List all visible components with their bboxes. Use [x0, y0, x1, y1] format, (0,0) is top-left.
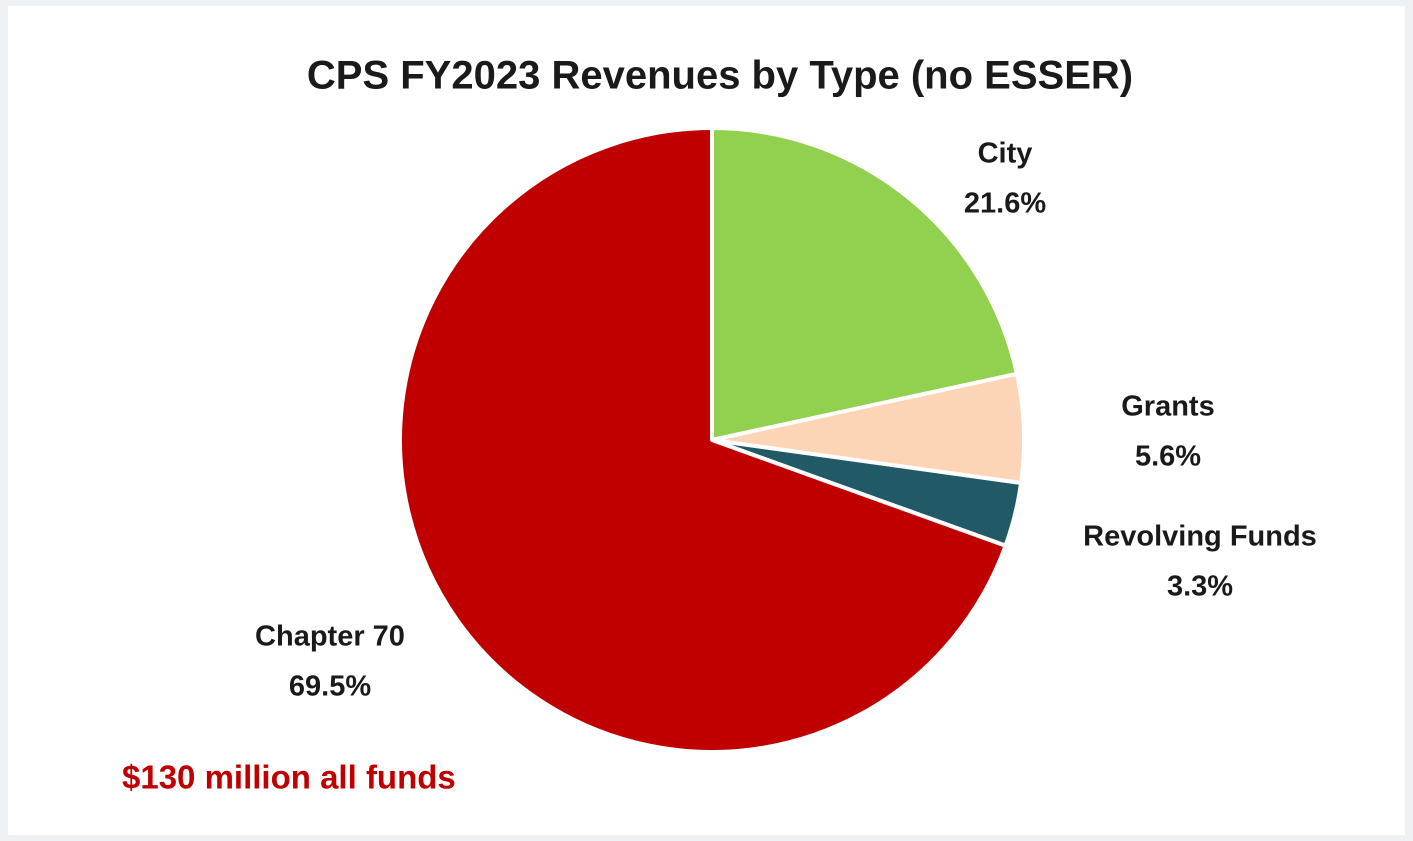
- chart-title: CPS FY2023 Revenues by Type (no ESSER): [307, 54, 1133, 98]
- slice-value: 69.5%: [289, 671, 371, 703]
- slice-value: 5.6%: [1135, 441, 1201, 473]
- slice-name: Revolving Funds: [1083, 521, 1317, 553]
- pie-slice: [398, 126, 1008, 754]
- slice-value: 3.3%: [1167, 571, 1233, 603]
- annotation: $130 million all funds: [122, 759, 456, 796]
- slice-value: 21.6%: [964, 188, 1046, 220]
- pie-slice: [710, 126, 1019, 442]
- slice-name: Chapter 70: [255, 621, 405, 653]
- slice-name: Grants: [1121, 391, 1214, 423]
- slice-name: City: [978, 138, 1033, 170]
